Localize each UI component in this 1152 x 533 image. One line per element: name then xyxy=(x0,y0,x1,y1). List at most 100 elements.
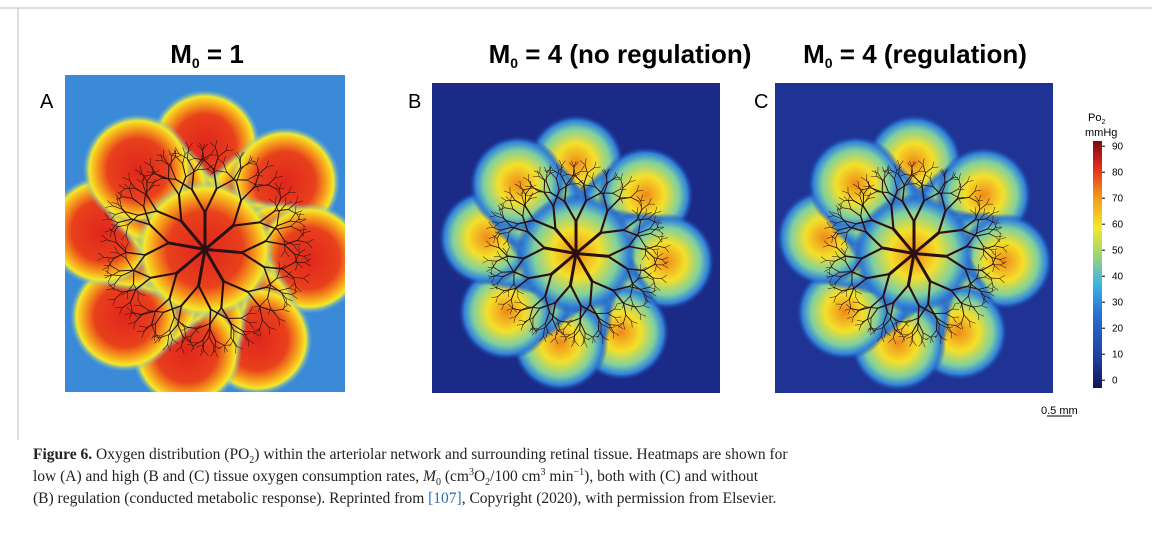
vessel xyxy=(832,229,839,237)
vessel xyxy=(932,313,940,325)
vessel xyxy=(631,321,638,324)
vessel xyxy=(276,189,281,196)
vessel xyxy=(154,297,171,312)
vessel xyxy=(617,325,624,329)
vessel xyxy=(510,200,514,210)
vessel xyxy=(495,287,505,292)
vessel xyxy=(976,235,984,247)
vessel xyxy=(974,185,977,192)
vessel xyxy=(901,321,909,330)
vessel xyxy=(833,287,843,292)
vessel xyxy=(569,183,579,185)
vessel xyxy=(280,192,289,199)
vessel xyxy=(293,243,301,246)
vessel xyxy=(304,262,312,267)
vessel xyxy=(860,177,867,181)
vessel xyxy=(168,153,177,157)
vessel xyxy=(844,246,848,254)
vessel xyxy=(951,331,957,336)
vessel xyxy=(571,160,575,167)
vessel xyxy=(650,292,657,297)
vessel xyxy=(638,228,651,234)
vessel xyxy=(134,169,142,174)
vessel xyxy=(881,191,893,207)
vessel xyxy=(544,295,551,314)
vessel xyxy=(594,166,601,168)
vessel xyxy=(499,203,505,208)
vessel xyxy=(488,275,495,279)
vessel xyxy=(619,197,624,204)
vessel xyxy=(918,341,923,347)
panel-title-part: 0 xyxy=(192,55,200,71)
vessel xyxy=(895,320,905,323)
vessel xyxy=(274,195,277,204)
vessel xyxy=(944,168,949,175)
panel-title-part: M xyxy=(489,39,511,69)
vessel xyxy=(502,247,508,254)
vessel xyxy=(629,176,632,183)
vessel xyxy=(226,171,238,183)
citation-link[interactable]: [107] xyxy=(428,490,462,507)
vessel xyxy=(980,290,990,293)
vessel xyxy=(646,272,652,278)
vessel xyxy=(855,219,873,225)
vessel xyxy=(274,176,283,179)
vessel xyxy=(259,306,274,312)
vessel xyxy=(210,166,218,172)
vessel xyxy=(840,271,853,278)
vessel xyxy=(841,287,855,292)
vessel xyxy=(264,240,286,246)
vessel xyxy=(580,341,585,347)
vessel xyxy=(844,308,852,311)
vessel xyxy=(612,188,621,194)
vessel xyxy=(230,337,237,347)
vessel xyxy=(928,280,953,292)
vessel xyxy=(162,344,168,351)
vessel xyxy=(556,164,559,171)
vessel xyxy=(829,261,833,269)
vessel xyxy=(543,191,555,207)
vessel xyxy=(867,318,871,328)
vessel xyxy=(141,330,145,338)
vessel xyxy=(648,282,655,288)
vessel xyxy=(242,330,254,333)
vessel xyxy=(967,283,972,297)
vessel xyxy=(507,240,510,247)
vessel xyxy=(859,189,862,197)
vessel xyxy=(605,169,609,176)
vessel xyxy=(114,246,119,254)
vessel xyxy=(921,172,926,185)
vessel xyxy=(568,252,578,287)
vessel xyxy=(493,222,499,229)
vessel xyxy=(180,336,184,348)
vessel xyxy=(826,221,831,228)
vessel xyxy=(594,161,597,168)
vessel xyxy=(992,265,995,272)
vessel xyxy=(645,299,651,304)
vessel xyxy=(182,147,186,155)
vessel xyxy=(943,169,947,176)
vessel xyxy=(497,290,505,298)
vessel xyxy=(299,222,306,227)
vessel xyxy=(636,206,639,214)
vessel xyxy=(175,346,182,352)
vessel xyxy=(643,269,654,279)
vessel xyxy=(258,221,278,231)
vessel xyxy=(486,240,492,246)
vessel xyxy=(952,317,957,323)
vessel xyxy=(293,277,297,288)
vessel xyxy=(951,171,955,179)
colorbar-tick-label: 30 xyxy=(1112,298,1124,309)
vessel xyxy=(858,189,863,195)
vessel xyxy=(503,218,513,228)
vessel xyxy=(881,327,883,337)
vessel xyxy=(852,199,864,207)
vessel xyxy=(850,270,868,279)
vessel xyxy=(124,187,136,190)
vessel xyxy=(636,208,643,221)
vessel xyxy=(255,175,264,177)
vessel xyxy=(167,178,180,196)
vessel xyxy=(497,276,504,284)
vessel xyxy=(217,158,224,164)
scale-bar-label: 0.5 mm xyxy=(1041,405,1078,417)
